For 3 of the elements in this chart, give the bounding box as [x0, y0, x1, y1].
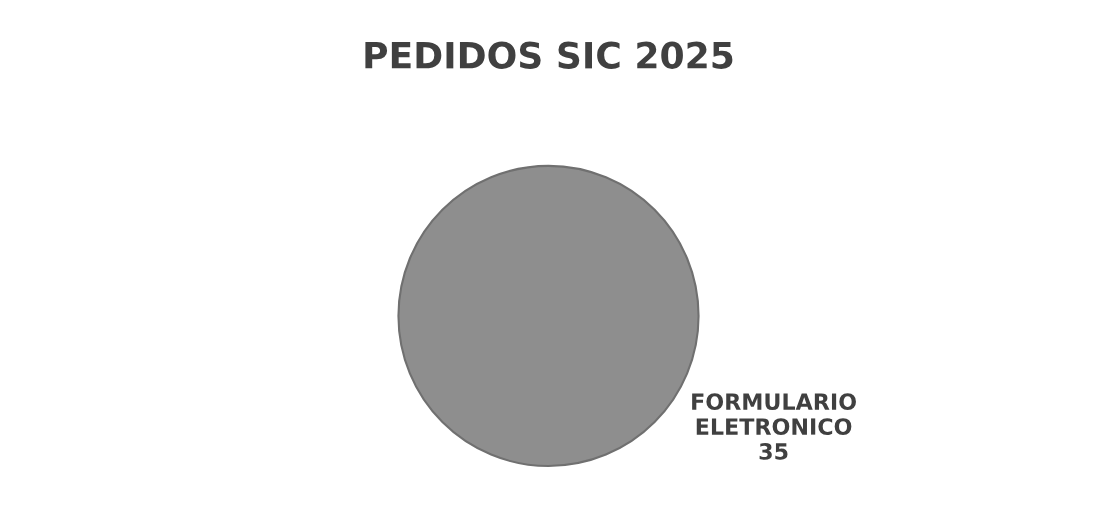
data-label: 35: [759, 443, 788, 460]
chart-title: PEDIDOS SIC 2025: [365, 41, 733, 69]
slice-label: FORMULARIO ELETRONICO: [692, 393, 856, 435]
